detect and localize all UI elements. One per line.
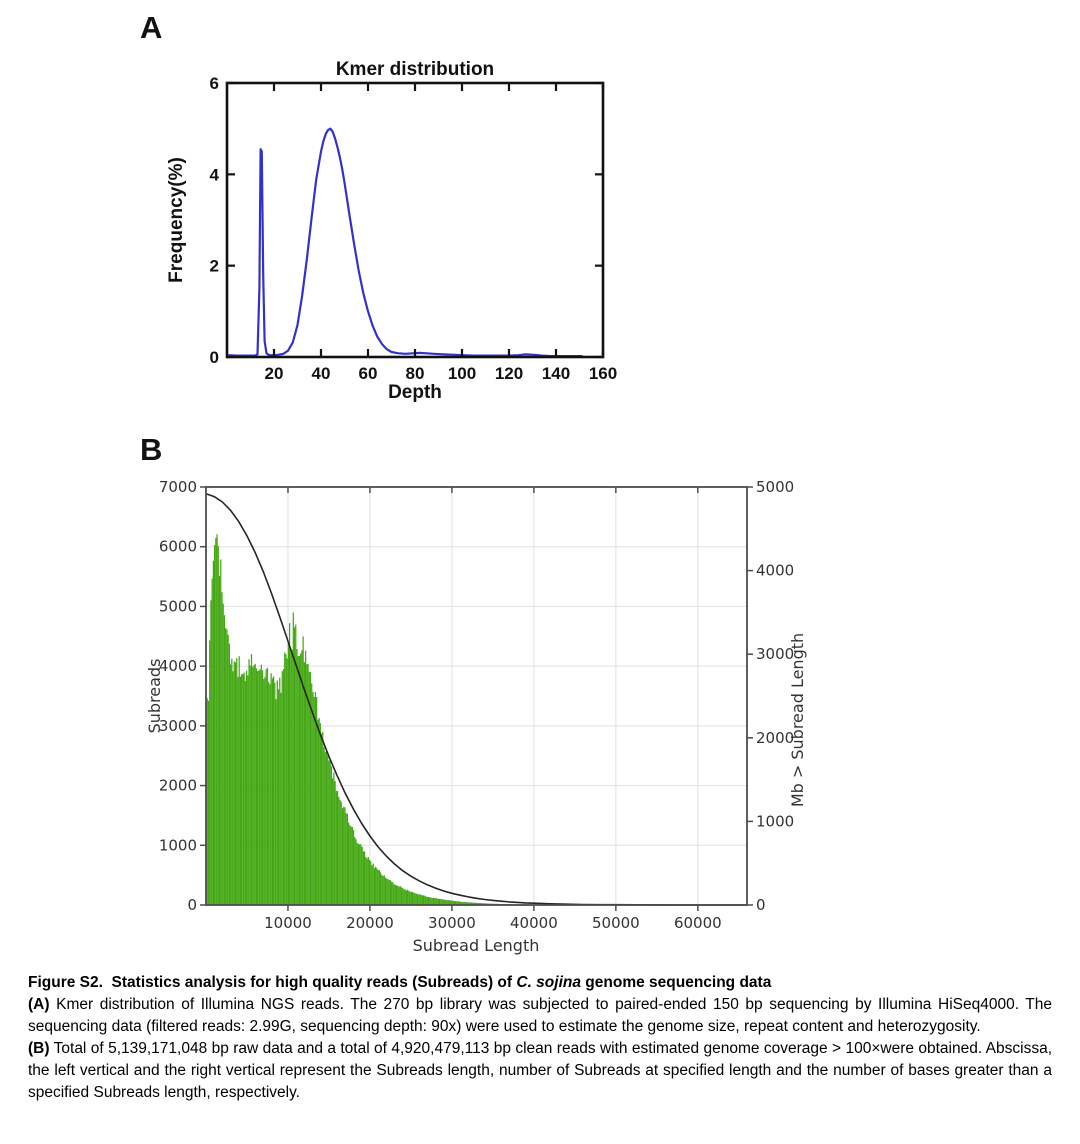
caption-title-suffix: genome sequencing data (580, 974, 772, 991)
svg-text:50000: 50000 (592, 914, 640, 932)
subread-x-axis-label: Subread Length (413, 936, 540, 955)
panel-b-label: B (140, 432, 163, 467)
svg-text:5000: 5000 (756, 478, 794, 496)
svg-text:1000: 1000 (159, 836, 197, 854)
svg-text:80: 80 (406, 364, 425, 383)
caption-paragraph-b: (B) Total of 5,139,171,048 bp raw data a… (28, 1038, 1052, 1104)
kmer-plot-area: 20 40 60 80 100 120 140 160 0 2 4 6 (210, 74, 618, 383)
svg-text:100: 100 (448, 364, 476, 383)
svg-text:20000: 20000 (346, 914, 394, 932)
svg-text:5000: 5000 (159, 597, 197, 615)
svg-text:2000: 2000 (756, 729, 794, 747)
svg-text:140: 140 (542, 364, 570, 383)
svg-text:1000: 1000 (756, 812, 794, 830)
svg-text:4000: 4000 (756, 562, 794, 580)
svg-text:10000: 10000 (264, 914, 312, 932)
svg-text:4000: 4000 (159, 657, 197, 675)
svg-text:6: 6 (210, 74, 219, 93)
caption-b-marker: (B) (28, 1040, 50, 1057)
subread-plot-area: 10000 20000 30000 40000 50000 600000100020003… (159, 478, 794, 932)
panel-a-label: A (140, 10, 163, 45)
svg-text:30000: 30000 (428, 914, 476, 932)
svg-text:160: 160 (589, 364, 617, 383)
svg-text:40000: 40000 (510, 914, 558, 932)
svg-text:7000: 7000 (159, 478, 197, 496)
svg-text:120: 120 (495, 364, 523, 383)
caption-species-name: C. sojina (516, 974, 581, 991)
svg-text:2000: 2000 (159, 777, 197, 795)
caption-paragraph-a: (A) Kmer distribution of Illumina NGS re… (28, 994, 1052, 1038)
kmer-chart-title: Kmer distribution (336, 59, 494, 80)
svg-text:20: 20 (265, 364, 284, 383)
caption-title-prefix: Figure S2. Statistics analysis for high … (28, 974, 517, 991)
svg-text:2: 2 (210, 257, 219, 276)
svg-text:4: 4 (210, 165, 220, 184)
figure-caption: Figure S2. Statistics analysis for high … (28, 972, 1052, 1104)
svg-text:60: 60 (359, 364, 378, 383)
subread-right-y-axis-label: Mb > Subread Length (788, 633, 807, 807)
caption-b-text: Total of 5,139,171,048 bp raw data and a… (28, 1040, 1052, 1101)
svg-text:0: 0 (210, 348, 219, 367)
svg-text:3000: 3000 (756, 645, 794, 663)
kmer-x-axis-label: Depth (388, 382, 442, 403)
caption-a-text: Kmer distribution of Illumina NGS reads.… (28, 996, 1052, 1035)
svg-text:0: 0 (756, 896, 766, 914)
svg-text:40: 40 (312, 364, 331, 383)
subread-length-chart: 10000 20000 30000 40000 50000 600000100020003… (145, 478, 807, 955)
kmer-y-axis-label: Frequency(%) (166, 157, 187, 283)
subread-left-y-axis-label: Subreads (145, 659, 164, 734)
caption-a-marker: (A) (28, 996, 50, 1013)
svg-text:60000: 60000 (674, 914, 722, 932)
svg-text:6000: 6000 (159, 538, 197, 556)
kmer-distribution-chart: 20 40 60 80 100 120 140 160 0 2 4 6 Kmer distributi… (166, 59, 618, 403)
svg-text:0: 0 (187, 896, 197, 914)
svg-text:3000: 3000 (159, 717, 197, 735)
caption-title: Figure S2. Statistics analysis for high … (28, 972, 1052, 994)
